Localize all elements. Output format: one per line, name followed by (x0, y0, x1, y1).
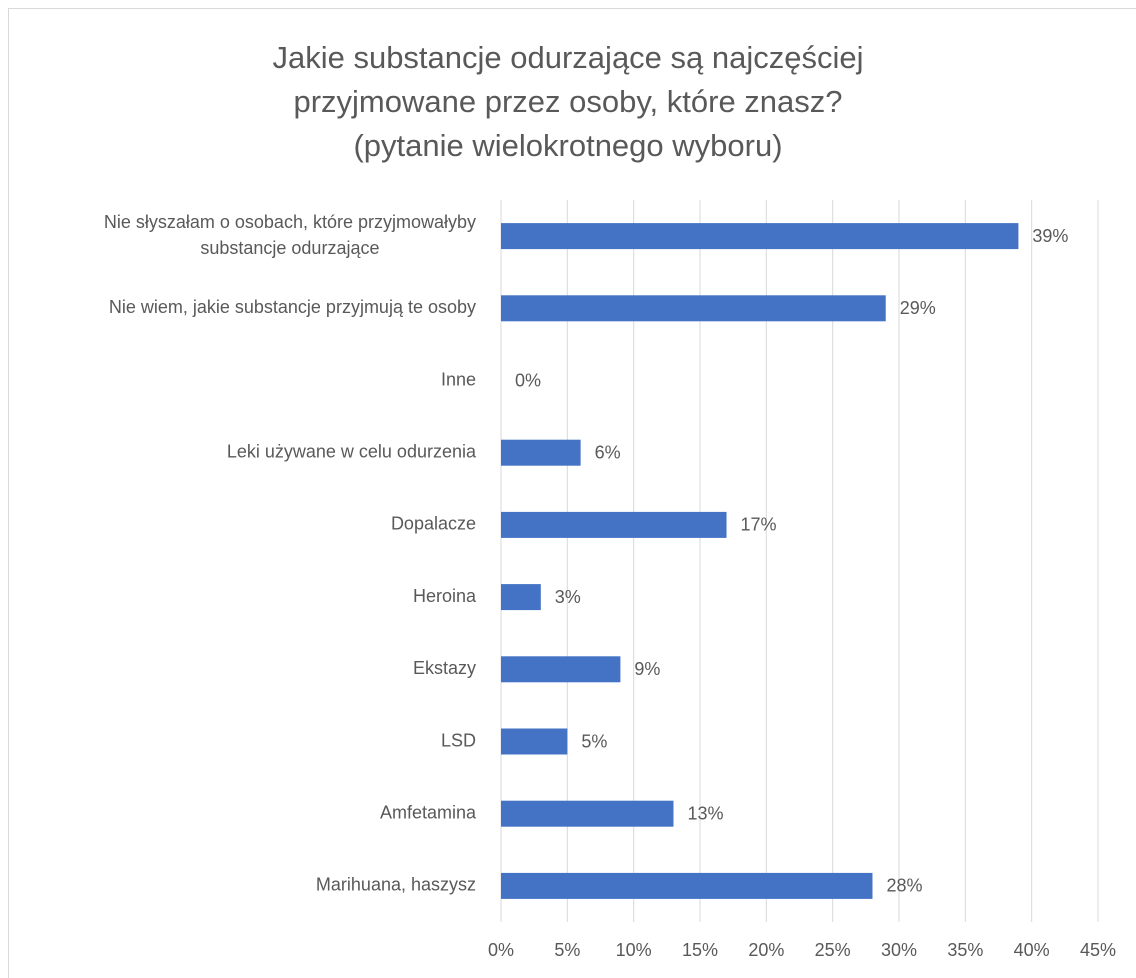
bar (501, 656, 621, 683)
bar (501, 223, 1019, 250)
bar (501, 584, 541, 611)
x-tick-label: 30% (881, 940, 917, 960)
chart-title: Jakie substancje odurzające są najczęści… (272, 40, 863, 163)
data-label: 28% (886, 876, 922, 896)
x-tick-label: 15% (682, 940, 718, 960)
y-tick-label: Nie wiem, jakie substancje przyjmują te … (109, 297, 476, 317)
x-tick-label: 45% (1080, 940, 1116, 960)
y-tick-label: Dopalacze (391, 514, 476, 534)
x-tick-label: 0% (488, 940, 514, 960)
x-tick-label: 35% (947, 940, 983, 960)
data-label: 39% (1032, 226, 1068, 246)
data-label: 3% (555, 587, 581, 607)
y-tick-label: Ekstazy (413, 658, 476, 678)
y-tick-label: Marihuana, haszysz (316, 875, 476, 895)
bar (501, 295, 886, 322)
bar (501, 439, 581, 466)
x-tick-label: 10% (616, 940, 652, 960)
bar (501, 872, 873, 899)
y-tick-label: Nie słyszałam o osobach, które przyjmowa… (104, 212, 476, 258)
data-label: 13% (687, 803, 723, 823)
y-tick-label: Inne (441, 369, 476, 389)
x-tick-label: 5% (554, 940, 580, 960)
chart-border (8, 8, 1136, 978)
bar (501, 511, 727, 538)
bar (501, 728, 568, 755)
data-label: 29% (900, 298, 936, 318)
data-label: 9% (634, 659, 660, 679)
x-tick-label: 40% (1014, 940, 1050, 960)
data-label: 17% (741, 515, 777, 535)
bar (501, 800, 674, 827)
x-tick-label: 25% (815, 940, 851, 960)
y-tick-label: Leki używane w celu odurzenia (227, 441, 477, 461)
data-label: 0% (515, 370, 541, 390)
y-tick-label: LSD (441, 730, 476, 750)
data-label: 5% (581, 731, 607, 751)
y-tick-label: Heroina (413, 586, 477, 606)
x-tick-label: 20% (748, 940, 784, 960)
y-tick-label: Amfetamina (380, 802, 477, 822)
data-label: 6% (595, 442, 621, 462)
